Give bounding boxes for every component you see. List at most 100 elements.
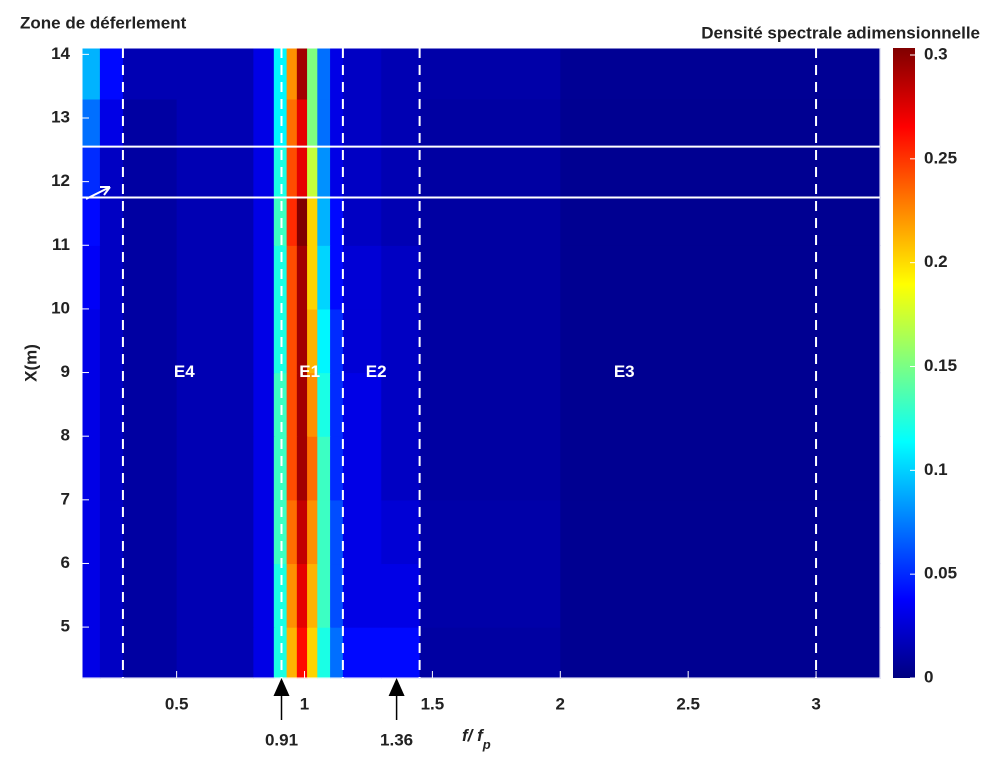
heatmap-cell <box>381 146 421 199</box>
heatmap-cell <box>253 627 275 679</box>
heatmap-cell <box>253 372 275 437</box>
heatmap-cell <box>317 627 331 679</box>
heatmap-cell <box>317 48 331 100</box>
chart-title: Zone de déferlement <box>20 13 187 32</box>
heatmap-cell <box>176 146 254 199</box>
y-tick-label: 11 <box>52 235 70 254</box>
heatmap-cell <box>381 245 421 310</box>
heatmap-cell <box>296 48 308 100</box>
x-tick-label: 3 <box>811 694 820 713</box>
heatmap-cell <box>122 372 178 437</box>
heatmap-cell <box>296 146 308 199</box>
x-tick-label: 2.5 <box>676 694 700 713</box>
heatmap-cell <box>82 197 101 246</box>
heatmap-cell <box>99 146 124 199</box>
heatmap-cell <box>342 563 382 628</box>
heatmap-cell <box>381 308 421 374</box>
x-axis-label-sub: p <box>482 737 491 752</box>
heatmap-cell <box>253 436 275 501</box>
heatmap-cell <box>122 436 178 501</box>
arrow-label: 1.36 <box>380 730 413 749</box>
heatmap-cell <box>122 308 178 374</box>
heatmap-cell <box>122 146 178 199</box>
arrow-label: 0.91 <box>265 730 298 749</box>
heatmap-cell <box>99 98 124 148</box>
y-tick-label: 6 <box>61 553 70 572</box>
heatmap-cell <box>317 245 331 310</box>
heatmap-cell <box>381 48 421 100</box>
region-label: E4 <box>174 362 195 381</box>
heatmap-cell <box>296 197 308 246</box>
heatmap-cell <box>273 372 288 437</box>
heatmap-cell <box>342 245 382 310</box>
heatmap-cell <box>99 245 124 310</box>
heatmap-cell <box>296 436 308 501</box>
colorbar-tick-label: 0.05 <box>924 564 957 583</box>
heatmap-cell <box>560 197 881 246</box>
heatmap-cell <box>419 48 561 100</box>
heatmap-cell <box>330 146 344 199</box>
heatmap-cell <box>317 499 331 565</box>
heatmap-cell <box>82 98 101 148</box>
heatmap-cell <box>307 563 318 628</box>
heatmap-cell <box>330 499 344 565</box>
heatmap-cell <box>296 499 308 565</box>
heatmap-cell <box>330 436 344 501</box>
heatmap-cell <box>560 436 881 501</box>
heatmap-cell <box>99 197 124 246</box>
heatmap-cell <box>253 98 275 148</box>
heatmap-cell <box>419 146 561 199</box>
colorbar-tick-label: 0.1 <box>924 460 948 479</box>
heatmap-cell <box>381 627 421 679</box>
region-label: E2 <box>366 362 387 381</box>
heatmap-cell <box>82 245 101 310</box>
y-tick-label: 10 <box>51 298 70 317</box>
heatmap-cell <box>253 499 275 565</box>
heatmap-cell <box>286 48 298 100</box>
heatmap-cell <box>99 627 124 679</box>
heatmap-cell <box>307 436 318 501</box>
heatmap-cell <box>286 499 298 565</box>
colorbar-tick-label: 0.2 <box>924 252 948 271</box>
heatmap-cell <box>82 563 101 628</box>
heatmap-cell <box>317 146 331 199</box>
heatmap-cell <box>342 197 382 246</box>
heatmap-cell <box>560 48 881 100</box>
heatmap-cell <box>286 372 298 437</box>
heatmap-cell <box>381 197 421 246</box>
heatmap-cell <box>560 245 881 310</box>
arrow-head <box>273 678 290 696</box>
x-axis-label-main: f/ f <box>462 726 485 745</box>
y-tick-label: 12 <box>51 171 70 190</box>
heatmap-cell <box>176 627 254 679</box>
heatmap-cell <box>419 499 561 565</box>
heatmap-cell <box>122 197 178 246</box>
heatmap-cell <box>419 308 561 374</box>
heatmap-cell <box>122 48 178 100</box>
heatmap-cell <box>307 146 318 199</box>
heatmap-cell <box>253 197 275 246</box>
region-label: E3 <box>614 362 635 381</box>
heatmap-cell <box>342 98 382 148</box>
heatmap-cell <box>560 98 881 148</box>
heatmap-cell <box>317 197 331 246</box>
heatmap-cell <box>253 245 275 310</box>
heatmap-cell <box>342 146 382 199</box>
heatmap-cell <box>176 308 254 374</box>
colorbar-tick-label: 0 <box>924 667 933 686</box>
heatmap-cell <box>286 245 298 310</box>
heatmap-cell <box>342 48 382 100</box>
heatmap-cell <box>317 98 331 148</box>
heatmap-cell <box>560 308 881 374</box>
heatmap-cell <box>253 563 275 628</box>
y-tick-label: 5 <box>61 617 70 636</box>
heatmap-cell <box>176 499 254 565</box>
heatmap-cell <box>99 372 124 437</box>
heatmap-cell <box>330 308 344 374</box>
heatmap-cell <box>307 245 318 310</box>
heatmap-cell <box>307 372 318 437</box>
arrow-head <box>388 678 405 696</box>
heatmap-cell <box>330 98 344 148</box>
x-axis-label: f/ fp <box>462 726 491 752</box>
heatmap-cell <box>307 98 318 148</box>
